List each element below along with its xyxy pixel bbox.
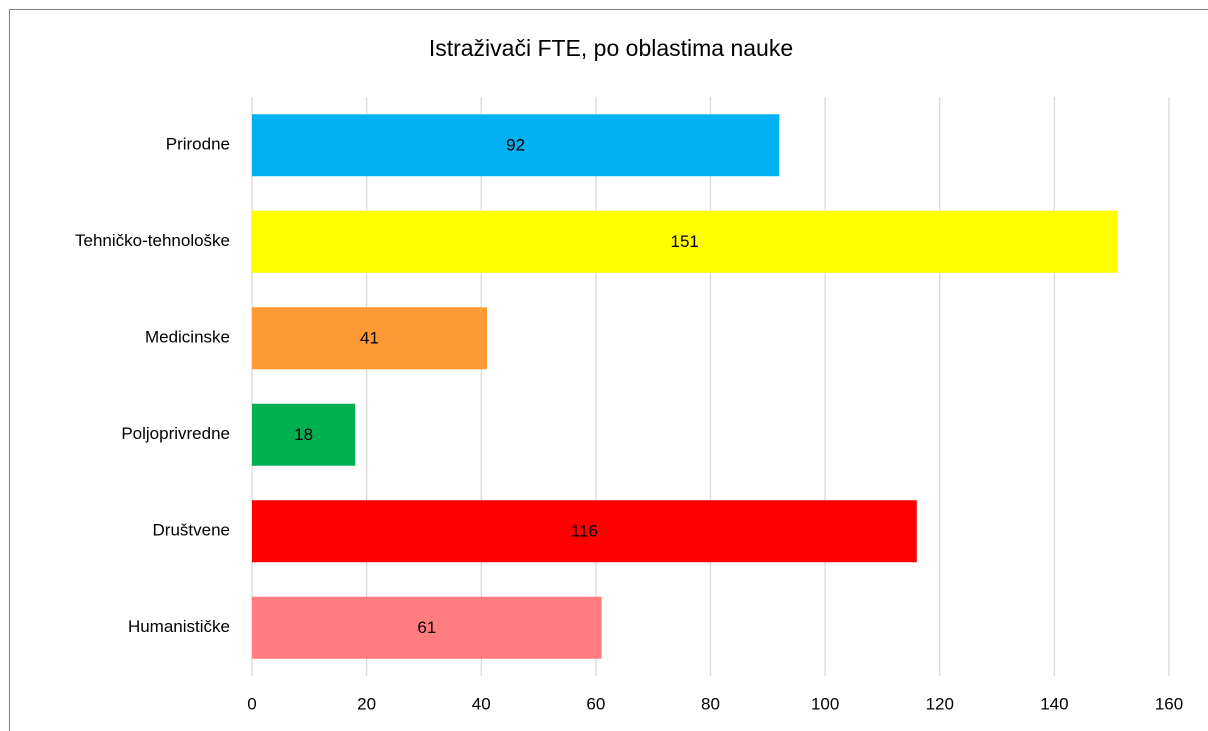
data-label: 116 [571,522,598,541]
bar [252,596,602,659]
x-tick-label: 140 [1040,694,1068,713]
y-tick-label: Poljoprivredne [121,424,230,443]
bar [252,210,1118,273]
bar [252,500,917,563]
data-label: 18 [294,425,313,444]
x-tick-label: 40 [472,694,491,713]
y-tick-label: Medicinske [145,328,230,347]
data-label: 151 [671,232,699,251]
y-tick-label: Društvene [153,521,230,540]
bar [252,114,780,177]
data-label: 41 [360,329,379,348]
x-tick-label: 80 [701,694,720,713]
x-tick-label: 120 [926,694,954,713]
y-tick-label: Tehničko-tehnološke [75,231,230,250]
chart-title: Istraživači FTE, po oblastima nauke [429,35,793,61]
x-tick-label: 20 [357,694,376,713]
bar [252,403,356,466]
x-tick-label: 60 [586,694,605,713]
data-label: 92 [506,136,525,155]
y-tick-label: Humanističke [128,617,230,636]
x-tick-label: 100 [811,694,839,713]
x-tick-label: 160 [1155,694,1183,713]
bar [252,307,487,370]
data-label: 61 [417,618,436,637]
y-tick-label: Prirodne [166,135,230,154]
x-tick-label: 0 [247,694,256,713]
